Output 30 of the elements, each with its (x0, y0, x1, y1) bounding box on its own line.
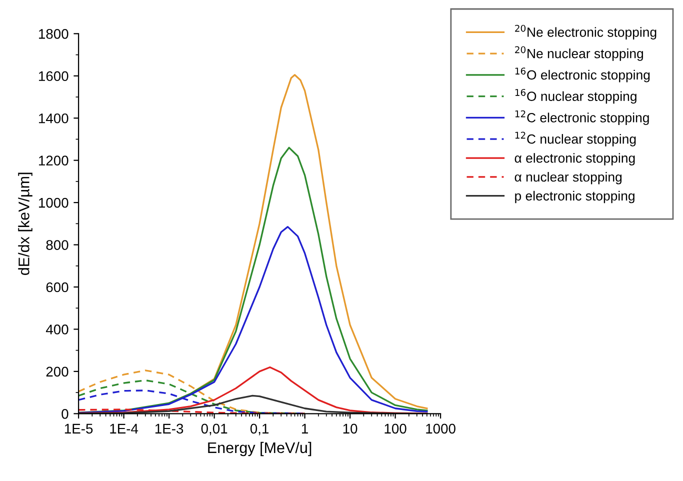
x-tick-label: 10 (343, 424, 358, 434)
x-tick-label: 1E-3 (155, 424, 184, 434)
x-tick-label: 1000 (426, 424, 456, 434)
y-tick-label: 400 (46, 324, 68, 334)
y-tick-label: 200 (46, 366, 68, 377)
x-tick-label: 1E-5 (64, 424, 93, 434)
y-tick-label: 800 (46, 240, 68, 250)
x-tick-label: 0,1 (250, 424, 269, 436)
y-tick-label: 1000 (38, 198, 68, 208)
y-tick-label: 600 (46, 282, 68, 292)
y-tick-label: 0 (62, 408, 68, 419)
legend-label: α electronic stopping (514, 153, 635, 166)
y-tick-label: 1800 (38, 29, 68, 39)
x-tick-label: 1E-4 (110, 424, 138, 434)
x-tick-label: 100 (384, 424, 406, 434)
legend-label: $^{12}$C nuclear stopping (515, 132, 636, 146)
y-tick-label: 1200 (38, 156, 68, 166)
legend-label: $^{20}$Ne electronic stopping (515, 24, 656, 40)
legend-label: $^{16}$O nuclear stopping (515, 88, 636, 104)
y-tick-label: 1600 (38, 71, 68, 82)
legend-label: $^{12}$C electronic stopping (515, 110, 649, 125)
x-axis-title: Energy [MeV/u] (208, 442, 312, 456)
y-tick-label: 1400 (38, 113, 68, 124)
legend-label: $^{20}$Ne nuclear stopping (515, 46, 644, 61)
x-tick-label: 1 (302, 424, 308, 434)
legend-label: $^{16}$O electronic stopping (515, 68, 650, 82)
legend-label: p electronic stopping (515, 190, 634, 204)
x-tick-label: 0,01 (201, 424, 228, 436)
y-axis-title: dE/dx [keV/µm] (18, 172, 32, 275)
legend-label: α nuclear stopping (514, 172, 622, 184)
